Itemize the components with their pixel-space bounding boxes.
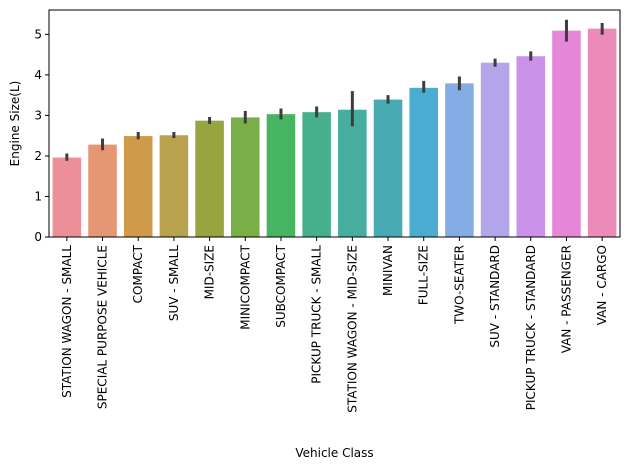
bar	[88, 144, 117, 237]
x-tick-label: STATION WAGON - SMALL	[60, 245, 74, 398]
bar	[516, 56, 546, 238]
bar	[123, 136, 153, 237]
x-tick-label: COMPACT	[131, 244, 145, 303]
bar	[480, 62, 510, 238]
bar	[409, 87, 438, 237]
bar	[373, 99, 403, 238]
error-bars-group	[65, 19, 604, 161]
x-tick-label: MID-SIZE	[203, 245, 217, 299]
x-tick-label: STATION WAGON - MID-SIZE	[345, 245, 359, 413]
bar	[445, 83, 474, 237]
bar	[231, 117, 260, 237]
bar	[302, 112, 331, 237]
bar	[195, 120, 224, 237]
bar	[266, 114, 296, 237]
bar	[338, 109, 367, 237]
x-tick-label: SUBCOMPACT	[274, 244, 288, 327]
y-axis-ticks: 0 1 2 3 4 5	[34, 27, 49, 244]
y-tick-label: 0	[34, 230, 42, 244]
x-tick-label: SUV - SMALL	[167, 245, 181, 321]
x-tick-label: SUV - STANDARD	[488, 245, 502, 348]
y-axis-label: Engine Size(L)	[8, 81, 22, 167]
x-axis-label: Vehicle Class	[295, 446, 373, 460]
x-tick-label: VAN - PASSENGER	[559, 245, 573, 353]
bar	[552, 30, 581, 237]
x-axis-ticks: STATION WAGON - SMALL SPECIAL PURPOSE VEH…	[60, 237, 609, 413]
axes-frame	[48, 9, 621, 238]
x-tick-label: SPECIAL PURPOSE VEHICLE	[96, 245, 110, 409]
x-tick-label: TWO-SEATER	[452, 245, 466, 325]
y-tick-label: 5	[34, 27, 42, 41]
y-tick-label: 3	[34, 108, 42, 122]
y-tick-label: 1	[34, 189, 42, 203]
y-tick-label: 4	[34, 68, 42, 82]
x-tick-label: MINICOMPACT	[238, 244, 252, 329]
x-tick-label: PICKUP TRUCK - SMALL	[310, 245, 324, 384]
bars-group	[52, 28, 617, 238]
x-tick-label: PICKUP TRUCK - STANDARD	[524, 245, 538, 410]
x-tick-label: VAN - CARGO	[595, 245, 609, 325]
y-tick-label: 2	[34, 149, 42, 163]
bar	[52, 157, 82, 237]
x-tick-label: FULL-SIZE	[417, 245, 431, 305]
bar	[159, 135, 189, 237]
x-tick-label: MINIVAN	[381, 245, 395, 296]
bar	[587, 28, 617, 238]
